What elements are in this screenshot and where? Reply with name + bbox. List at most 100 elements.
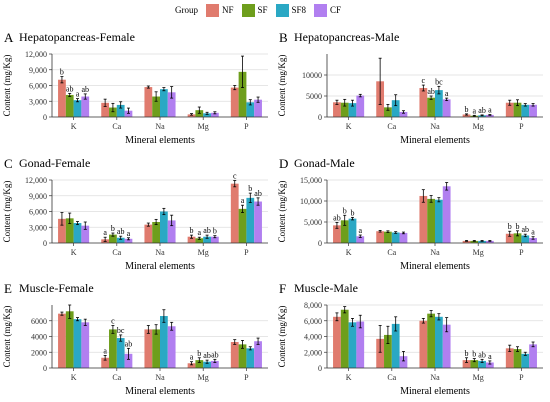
y-tick-label-a: 9,000 [29, 66, 47, 75]
bar-d-p-sf8 [521, 235, 530, 243]
bar-c-k-nf [58, 218, 66, 243]
bar-f-na-sf [427, 313, 435, 368]
bar-b-mg-cf [485, 114, 494, 117]
bar-e-na-nf [144, 329, 153, 368]
x-tick-label-a: Na [155, 122, 165, 131]
bar-e-k-sf [65, 311, 74, 368]
legend: Group NF SF SF8 CF [175, 3, 349, 17]
x-tick-label-a: Ca [112, 122, 121, 131]
bar-f-p-sf [513, 349, 522, 368]
bar-b-p-sf [513, 102, 522, 117]
bar-c-ca-sf8 [116, 237, 125, 243]
bar-c-mg-sf [195, 238, 204, 243]
x-tick-label-c: K [71, 248, 77, 257]
x-tick-label-e: Ca [112, 373, 121, 382]
bar-d-p-sf [513, 233, 522, 243]
bar-a-na-nf [144, 87, 153, 117]
bar-a-k-cf [81, 96, 90, 117]
panel-title-d: Gonad-Male [294, 156, 355, 170]
significance-letter-c: a [198, 228, 202, 237]
bar-c-p-sf8 [246, 197, 255, 243]
y-tick-label-f: 0 [318, 364, 322, 373]
bar-d-k-nf [333, 225, 341, 243]
y-tick-label-c: 3,000 [29, 223, 47, 232]
bar-c-p-sf [238, 208, 247, 243]
panel-e: E Muscle-Female 0 2000 4000 6000 Content (mg/K… [2, 281, 268, 397]
significance-letter-c: b [213, 227, 217, 236]
legend-item-sf: SF [241, 3, 268, 17]
y-tick-label-d: 0 [318, 239, 322, 248]
y-tick-label-e: 6000 [31, 317, 47, 326]
significance-letter-e: c [111, 316, 115, 325]
x-tick-label-e: Na [155, 373, 165, 382]
y-axis-title-a: Content (mg/Kg) [2, 55, 12, 117]
x-axis-title-f: Mineral elements [400, 386, 470, 397]
panel-label-d: D [279, 156, 288, 171]
x-tick-label-c: P [244, 248, 249, 257]
x-tick-label-b: Ca [387, 122, 396, 131]
x-axis-title-e: Mineral elements [125, 386, 195, 397]
y-tick-label-f: 2,000 [304, 348, 322, 357]
y-tick-label-b: 0 [318, 113, 322, 122]
bar-f-ca-cf [399, 356, 408, 368]
significance-letter-c: ab [254, 189, 262, 198]
panel-label-e: E [4, 281, 12, 296]
x-tick-label-f: P [519, 373, 524, 382]
bar-e-na-sf8 [160, 316, 168, 368]
bar-e-mg-sf [195, 360, 204, 368]
significance-letter-d: b [508, 222, 512, 231]
legend-swatch-sf [241, 3, 255, 17]
significance-letter-f: ab [478, 350, 486, 359]
significance-letter-c: b [190, 226, 194, 235]
bar-a-k-sf8 [73, 100, 82, 117]
x-tick-label-f: K [346, 373, 352, 382]
bar-d-na-sf [427, 198, 435, 243]
panel-b: B Hepatopancreas-Male 0 5000 10000 Content (m… [277, 30, 543, 146]
bar-f-mg-sf8 [478, 360, 486, 368]
significance-letter-c: a [127, 229, 131, 238]
bar-e-p-cf [254, 341, 262, 368]
bar-c-ca-sf [109, 234, 117, 243]
bar-d-k-sf [340, 220, 349, 243]
significance-letter-e: a [103, 346, 107, 355]
bar-f-p-cf [529, 344, 537, 368]
legend-title: Group [175, 5, 198, 15]
significance-letter-e: a [190, 353, 194, 362]
y-tick-label-a: 0 [43, 113, 47, 122]
x-tick-label-d: Ca [387, 248, 396, 257]
y-axis-title-f: Content (mg/Kg) [277, 306, 287, 368]
y-tick-label-b: 5000 [306, 92, 322, 101]
bar-c-k-sf8 [73, 223, 82, 243]
significance-letter-a: ab [66, 84, 74, 93]
bar-f-k-sf8 [348, 322, 357, 368]
x-axis-title-d: Mineral elements [400, 261, 470, 272]
panel-title-e: Muscle-Female [19, 281, 94, 295]
bar-f-mg-sf [470, 360, 479, 368]
x-tick-label-f: Mg [473, 373, 484, 382]
bar-f-na-nf [419, 320, 428, 368]
panel-label-c: C [4, 156, 13, 171]
significance-letter-b: a [488, 105, 492, 114]
legend-item-cf: CF [314, 3, 341, 17]
y-tick-label-f: 6,000 [304, 317, 322, 326]
significance-letter-b: ab [427, 87, 435, 96]
x-axis-title-c: Mineral elements [125, 261, 195, 272]
bar-f-k-nf [333, 316, 341, 368]
bar-e-k-nf [58, 313, 66, 368]
significance-letter-e: ab [125, 339, 133, 348]
bar-b-ca-sf8 [391, 100, 400, 117]
bar-d-mg-sf [470, 240, 479, 243]
legend-swatch-nf [206, 3, 219, 17]
bar-f-p-nf [505, 348, 514, 368]
bar-a-mg-nf [187, 114, 196, 117]
significance-letter-a: ab [81, 85, 89, 94]
bar-d-na-nf [419, 195, 428, 243]
x-tick-label-d: Na [430, 248, 440, 257]
y-axis-title-d: Content (mg/Kg) [277, 181, 287, 243]
x-tick-label-d: Mg [473, 248, 484, 257]
x-tick-label-e: K [71, 373, 77, 382]
bar-a-ca-nf [101, 102, 110, 117]
y-axis-title-b: Content (mg/Kg) [277, 55, 287, 117]
legend-swatch-cf [314, 3, 328, 17]
